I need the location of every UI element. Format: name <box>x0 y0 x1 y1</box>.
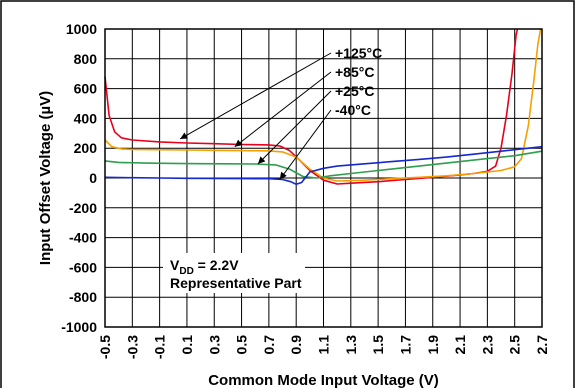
x-tick-label: 0.3 <box>206 335 222 355</box>
y-tick-label: 1000 <box>66 21 97 37</box>
y-tick-label: -1000 <box>61 319 97 335</box>
series-line-1 <box>104 28 542 182</box>
annotation-vdd-main: V <box>170 257 180 273</box>
x-tick-label: -0.1 <box>152 335 168 359</box>
annotation-vdd-sub: DD <box>179 266 193 277</box>
legend-arrow-line-0 <box>179 52 332 140</box>
x-tick-label: -0.3 <box>124 335 140 359</box>
y-tick-label: 200 <box>74 140 98 156</box>
x-tick-label: 1.1 <box>316 335 332 355</box>
y-tick-label: -200 <box>69 200 97 216</box>
legend-label-0: +125°C <box>335 45 382 61</box>
legend-label-2: +25°C <box>335 83 374 99</box>
y-tick-label: -400 <box>69 230 97 246</box>
x-tick-label: 2.1 <box>452 335 468 355</box>
series-line-0 <box>104 28 519 185</box>
legend-arrow-line-1 <box>234 71 332 148</box>
legend-label-3: -40°C <box>335 102 371 118</box>
y-tick-label: 800 <box>74 51 98 67</box>
x-tick-label: -0.5 <box>97 335 113 359</box>
x-tick-label: 0.1 <box>179 335 195 355</box>
x-tick-label: 1.3 <box>343 335 359 355</box>
y-axis-title: Input Offset Voltage (µV) <box>37 91 54 265</box>
series-line-3 <box>104 145 543 186</box>
series-lines <box>104 28 543 186</box>
x-tick-label: 1.5 <box>370 335 386 355</box>
y-tick-labels: 1000 800 600 400 200 0 -200 -400 -600 -800 -1000 <box>61 21 97 335</box>
annotation-part: Representative Part <box>170 275 302 291</box>
legend-arrow-line-2 <box>257 90 332 165</box>
annotation-background <box>163 253 305 293</box>
x-tick-label: 0.5 <box>234 335 250 355</box>
legend-label-1: +85°C <box>335 64 374 80</box>
legend-arrow-head-2 <box>257 156 266 164</box>
legend-labels: +125°C +85°C +25°C -40°C <box>335 45 382 118</box>
annotation-box: VDD = 2.2V Representative Part <box>163 253 305 293</box>
x-tick-label: 1.9 <box>425 335 441 355</box>
y-tick-label: -600 <box>69 259 97 275</box>
x-axis-title: Common Mode Input Voltage (V) <box>208 372 439 388</box>
annotation-vdd: VDD = 2.2V <box>170 257 239 277</box>
y-tick-label: 0 <box>89 170 97 186</box>
x-tick-label: 0.9 <box>288 335 304 355</box>
x-tick-label: 1.7 <box>397 335 413 355</box>
x-tick-label: 2.7 <box>534 335 550 355</box>
legend-arrow-line-3 <box>279 109 332 180</box>
annotation-vdd-rest: = 2.2V <box>194 257 239 273</box>
y-tick-label: -800 <box>69 289 97 305</box>
series-line-2 <box>104 150 543 179</box>
x-tick-label: 2.5 <box>507 335 523 355</box>
legend-arrow-head-1 <box>234 139 243 147</box>
x-tick-label: 2.3 <box>479 335 495 355</box>
y-tick-label: 400 <box>74 110 98 126</box>
legend-arrows <box>179 52 332 180</box>
x-tick-label: 0.7 <box>261 335 277 355</box>
y-tick-label: 600 <box>74 81 98 97</box>
plot-border <box>104 28 543 328</box>
legend-arrow-head-0 <box>180 132 188 139</box>
x-tick-labels: -0.5 -0.3 -0.1 0.1 0.3 0.5 0.7 0.9 1.1 1.3 1.5 1.7 1… <box>97 335 550 359</box>
legend-arrow-head-3 <box>279 171 287 180</box>
